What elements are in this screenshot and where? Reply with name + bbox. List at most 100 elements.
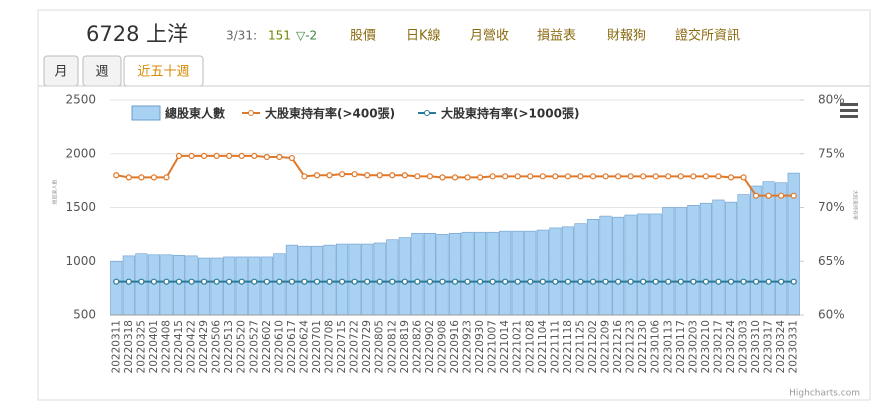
nav-link[interactable]: 日K線 [406,28,441,44]
bar [248,256,261,316]
x-tick-label: 20220902 [424,320,436,373]
x-tick-label: 20220429 [198,320,210,373]
point [263,153,270,161]
point [564,173,572,180]
point [251,152,258,159]
point [790,278,797,285]
y2-tick-label: 70% [818,200,845,214]
point [476,174,484,181]
point [326,172,333,179]
point [288,278,296,285]
nav-link[interactable]: 月營收 [470,29,509,44]
point [502,173,509,180]
x-tick-label: 20220311 [110,320,122,373]
x-tick-label: 20220513 [223,320,235,373]
bar [448,233,462,316]
point [727,278,735,285]
bar [637,213,650,316]
point [778,278,785,285]
point [150,174,158,181]
legend-point [424,110,430,116]
bar [474,231,487,316]
bar [499,230,512,316]
nav-link[interactable]: 財報狗 [607,29,646,44]
menu-icon[interactable] [840,103,858,118]
point [213,278,220,285]
point [740,278,747,285]
x-tick-label: 20220318 [123,320,135,373]
bar [524,230,537,316]
point [665,173,672,180]
x-tick-label: 20220930 [474,320,486,373]
point [213,152,220,159]
point [614,173,622,180]
point [376,278,383,285]
bar [122,255,135,316]
point [313,278,321,285]
legend-swatch [131,105,161,121]
x-tick-label: 20220602 [261,320,273,373]
point [577,173,584,180]
y2-tick-label: 75% [818,146,845,160]
bar [712,199,725,316]
legend-label[interactable]: 大股東持有率(>1000張) [441,106,579,121]
point [263,278,270,285]
point [276,153,283,161]
bar [549,227,562,316]
tab-label[interactable]: 月 [54,65,67,80]
x-tick-label: 20230106 [650,320,662,374]
point [527,173,534,180]
x-tick-label: 20230210 [700,320,712,373]
x-tick-label: 20220805 [374,320,386,373]
x-tick-label: 20230310 [750,320,762,373]
point [200,278,208,285]
x-tick-label: 20220812 [386,320,398,373]
bar [411,233,424,316]
x-tick-label: 20220624 [298,320,310,374]
point [426,278,434,285]
point [426,173,434,180]
bar [750,185,763,316]
point [200,152,208,159]
x-tick-label: 20220708 [324,320,336,373]
nav-link[interactable]: 損益表 [537,29,576,44]
bar [110,260,123,316]
x-tick-label: 20220617 [286,320,298,373]
point [702,278,710,285]
x-tick-label: 20230117 [675,320,687,373]
y2-tick-label: 80% [818,93,845,107]
x-tick-label: 20230203 [687,320,699,373]
point [326,278,333,285]
y2-tick-label: 60% [818,308,845,322]
point [502,278,509,285]
point [150,278,158,285]
point [351,278,358,285]
legend-label[interactable]: 總股東人數 [165,106,225,121]
tab-label[interactable]: 近五十週 [137,65,189,80]
bar [624,214,637,316]
x-tick-label: 20230331 [788,320,800,373]
nav-link[interactable]: 證交所資訊 [675,28,740,44]
x-tick-label: 20220819 [399,320,411,373]
nav-link[interactable]: 股價 [350,29,376,44]
bar [486,231,499,316]
x-tick-label: 20221111 [549,320,561,373]
x-tick-label: 20221104 [537,320,549,374]
x-tick-label: 20220422 [186,320,198,373]
legend-label[interactable]: 大股東持有率(>400張) [265,106,395,121]
point [627,278,634,285]
tab-label[interactable]: 週 [95,65,108,80]
point [690,278,697,285]
point [163,174,170,181]
point [778,192,785,199]
x-tick-label: 20230324 [775,320,787,374]
x-tick-label: 20220506 [211,320,223,374]
y-tick-label: 2500 [65,93,96,107]
x-tick-label: 20230113 [662,320,674,373]
point [790,192,797,199]
bar [561,226,574,316]
point [677,278,684,285]
x-tick-label: 20221223 [625,320,637,373]
point [527,278,534,285]
